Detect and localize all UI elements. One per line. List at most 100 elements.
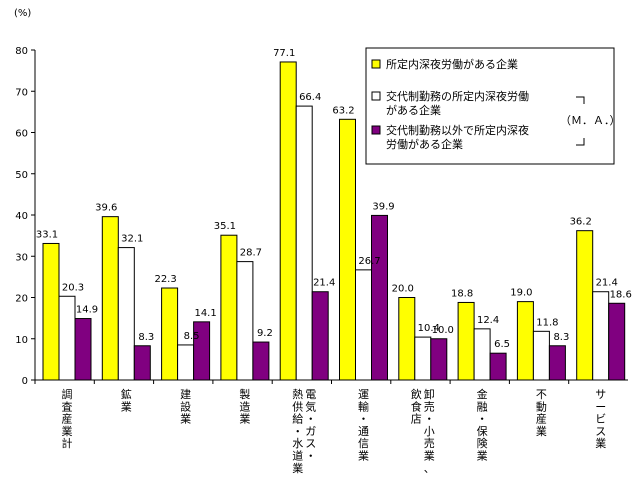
legend-label-series3: 労働がある企業 [386,137,463,151]
data-label: 19.0 [510,288,532,299]
bar-series2 [236,261,254,381]
data-label: 63.2 [332,105,354,116]
y-tick-label: 0 [22,376,28,387]
category-label-char: 不 [536,388,547,401]
bar-series3 [252,341,270,381]
bar-series3 [489,352,507,381]
data-label: 21.4 [313,278,335,289]
legend-swatch-series2 [371,91,381,101]
y-tick-label: 20 [15,294,28,305]
category-label-char: ・ [358,413,369,426]
data-label: 20.0 [392,284,414,295]
bar-series3 [548,345,566,381]
category-label-char: 輸 [358,399,369,413]
data-label: 10.0 [432,325,454,336]
bars [42,61,626,381]
data-label: 22.3 [154,274,176,285]
category-label-char: ス [595,425,606,438]
bar-series3 [430,338,448,381]
category-label-char: 産 [62,413,73,426]
legend-label-series3: 交代制勤務以外で所定内深夜 [386,123,529,137]
category-label-char: 業 [180,413,191,426]
data-label: 66.4 [299,92,321,103]
category-label-char: 小 [424,425,435,438]
category-label-char: ・ [305,450,316,463]
category-label-char: 信 [358,437,369,450]
category-label-char: 業 [536,425,547,438]
category-label-char: 運 [358,388,369,401]
bar-series2 [295,105,313,381]
bar-series3 [133,345,151,381]
category-label-char: サ [595,388,606,401]
category-label-char: 険 [477,437,488,450]
category-label-char: 道 [292,449,303,463]
data-label: 20.3 [62,282,84,293]
category-label-char: 店 [411,412,422,426]
category-label-char: 業 [477,450,488,463]
bar-series1 [220,234,238,381]
bar-series2 [58,295,76,381]
bar-series2 [414,336,432,381]
bar-series3 [371,214,388,381]
bar-series1 [398,297,416,381]
data-label: 26.7 [358,256,380,267]
category-labels: 調査産業計鉱業建設業製造業電気・ガス・熱供給・水道業運輸・通信業卸売・小売業、飲… [34,380,606,475]
category-label-char: 給 [292,412,303,426]
bar-series1 [42,242,60,381]
legend-bracket-bottom [576,138,585,146]
category-label-char: 調 [62,387,73,401]
category-label-char: ス [305,437,316,450]
category-label-char: 設 [180,399,191,413]
data-label: 9.2 [257,328,273,339]
category-label-char: ・ [424,413,435,426]
category-label-char: 売 [424,437,435,450]
category-label-char: ビ [595,413,606,426]
legend-swatch-series3 [371,125,381,135]
bar-series2 [177,344,195,381]
y-tick-label: 60 [15,129,28,140]
legend: 所定内深夜労働がある企業交代制勤務の所定内深夜労働がある企業交代制勤務以外で所定… [365,47,621,165]
bar-series2 [532,330,550,381]
data-label: 18.8 [451,288,473,299]
category-label-char: 売 [424,400,435,413]
category-label-char: 建 [180,387,191,401]
category-label-char: ・ [305,413,316,426]
category-label-char: 業 [121,400,132,413]
category-label-char: 金 [477,387,488,401]
data-label: 36.2 [570,217,592,228]
category-label-char: 査 [62,399,73,413]
category-label-char: 飲 [411,387,422,401]
data-label: 33.1 [36,229,58,240]
bar-series2 [117,247,135,381]
bar-series1 [101,216,119,381]
data-label: 6.5 [494,339,510,350]
category-label-char: ・ [477,413,488,426]
category-label-char: 業 [424,450,435,463]
bar-series1 [161,287,179,381]
data-label: 11.8 [536,317,558,328]
bar-series3 [608,302,626,381]
category-label-char: 業 [62,425,73,438]
data-label: 14.9 [76,305,98,316]
category-label-char: ー [595,400,606,413]
bar-series2 [355,269,372,381]
category-label-char: 通 [358,425,369,438]
data-label: 21.4 [596,278,618,289]
legend-bracket-note: （Ｍ．Ａ．） [560,114,621,127]
data-label: 8.3 [553,332,569,343]
category-label-char: 、 [424,462,435,475]
category-label-char: ・ [292,425,303,438]
data-label: 28.7 [240,248,262,259]
category-label-char: 熱 [292,388,303,401]
data-label: 14.1 [194,308,216,319]
category-label-char: 鉱 [121,387,132,401]
y-tick-label: 70 [15,87,28,98]
category-label-char: 水 [292,437,303,450]
legend-frame [365,47,615,165]
data-label: 39.6 [95,203,117,214]
category-label-char: 造 [239,399,250,413]
category-label-char: 産 [536,413,547,426]
bar-series1 [279,61,297,381]
data-label: 10.4 [418,323,440,334]
data-label: 32.1 [121,234,143,245]
